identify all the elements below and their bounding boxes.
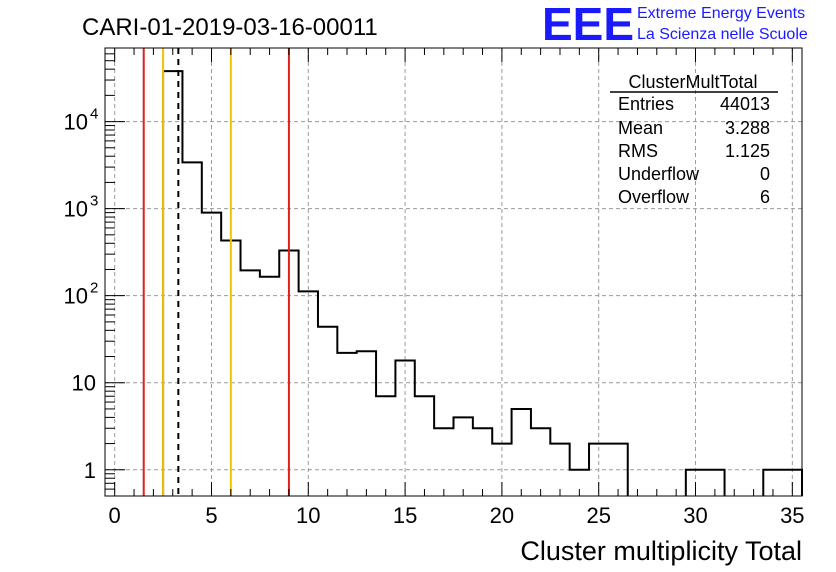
- x-tick-label: 30: [683, 503, 707, 528]
- x-tick-label: 35: [780, 503, 804, 528]
- histogram-bin: [454, 417, 473, 496]
- logo-letters: EEE: [542, 0, 634, 50]
- stats-title: ClusterMultTotal: [628, 72, 757, 92]
- stats-label-underflow: Underflow: [618, 164, 700, 184]
- x-tick-label: 20: [490, 503, 514, 528]
- eee-logo: EEE Extreme Energy Events La Scienza nel…: [542, 0, 808, 50]
- x-tick-label: 5: [205, 503, 217, 528]
- histogram-bin: [512, 409, 531, 496]
- y-tick-label: 10: [64, 110, 88, 135]
- x-tick-label: 15: [393, 503, 417, 528]
- x-tick-label: 0: [109, 503, 121, 528]
- y-tick-exponent: 2: [90, 280, 98, 297]
- histogram-bin: [260, 277, 279, 496]
- histogram-bin: [202, 213, 221, 496]
- y-tick-label: 10: [64, 284, 88, 309]
- histogram-bin: [376, 396, 395, 496]
- histogram-bin: [473, 428, 492, 496]
- histogram-bin: [434, 428, 453, 496]
- histogram-bin: [395, 361, 414, 496]
- chart-title: CARI-01-2019-03-16-00011: [82, 14, 378, 41]
- histogram-bin: [357, 351, 376, 496]
- histogram-bin: [415, 396, 434, 496]
- histogram-bin: [163, 71, 182, 496]
- stats-value-entries: 44013: [720, 94, 770, 114]
- y-tick-exponent: 4: [90, 106, 98, 123]
- y-tick-label: 10: [64, 197, 88, 222]
- stats-label-rms: RMS: [618, 141, 658, 161]
- marker-lines: [142, 48, 290, 496]
- histogram-bin: [241, 270, 260, 496]
- stats-label-overflow: Overflow: [618, 187, 690, 207]
- histogram-bin: [337, 353, 356, 496]
- histogram-bars: [162, 70, 803, 496]
- stats-label-mean: Mean: [618, 118, 663, 138]
- plot-frame: [104, 47, 803, 497]
- histogram-bin: [550, 444, 569, 496]
- histogram-bin: [182, 162, 201, 496]
- x-tick-label: 25: [586, 503, 610, 528]
- logo-line-1: Extreme Energy Events: [637, 5, 805, 22]
- histogram-bin: [608, 444, 627, 496]
- stats-value-overflow: 6: [760, 187, 770, 207]
- histogram-bin: [318, 327, 337, 496]
- histogram-bin: [531, 428, 550, 496]
- histogram-bin: [299, 291, 318, 496]
- y-tick-label: 10: [72, 371, 96, 396]
- y-tick-exponent: 3: [90, 193, 98, 210]
- stats-box: ClusterMultTotal Entries 44013 Mean 3.28…: [610, 72, 778, 207]
- stats-value-mean: 3.288: [725, 118, 770, 138]
- x-tick-label: 10: [296, 503, 320, 528]
- logo-line-2: La Scienza nelle Scuole: [637, 26, 808, 43]
- stats-label-entries: Entries: [618, 94, 674, 114]
- y-tick-label: 1: [84, 458, 96, 483]
- stats-value-rms: 1.125: [725, 141, 770, 161]
- stats-value-underflow: 0: [760, 164, 770, 184]
- x-axis-label: Cluster multiplicity Total: [520, 536, 802, 566]
- grid-lines: [105, 48, 802, 496]
